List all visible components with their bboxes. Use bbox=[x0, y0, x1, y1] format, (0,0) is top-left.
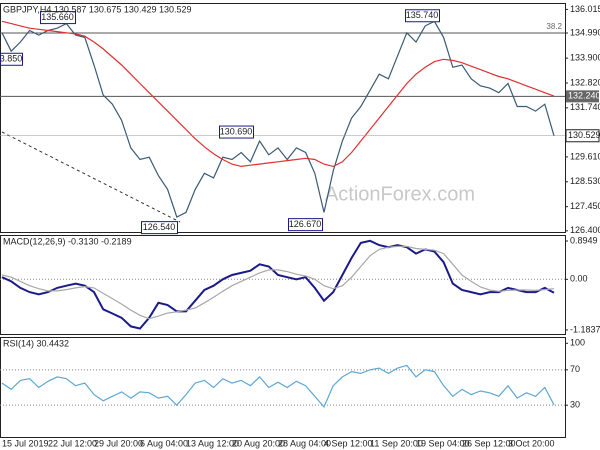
rsi-panel bbox=[0, 337, 566, 438]
panel-title: GBPJPY,H4 130.587 130.675 130.429 130.52… bbox=[3, 4, 192, 14]
last-price-box bbox=[565, 129, 600, 143]
trend-line bbox=[1, 131, 181, 223]
x-tick-label: 3 Oct 20:00 bbox=[508, 438, 555, 448]
x-tick-label: 20 Aug 20:00 bbox=[232, 438, 285, 448]
y-tick-label: 0.00 bbox=[570, 274, 588, 284]
macd-panel bbox=[0, 235, 566, 335]
y-tick-label: 0.8949 bbox=[570, 235, 598, 245]
series-line bbox=[1, 239, 555, 330]
y-tick-label: 127.450 bbox=[570, 201, 600, 211]
series-line bbox=[1, 245, 555, 320]
annotation-label: 126.670 bbox=[289, 219, 322, 229]
x-tick-label: 13 Aug 12:00 bbox=[186, 438, 239, 448]
annotation-box bbox=[0, 52, 23, 66]
annotation-label: 135.660 bbox=[41, 12, 74, 22]
y-tick-label: 128.530 bbox=[570, 176, 600, 186]
x-tick-label: 11 Sep 20:00 bbox=[370, 438, 423, 448]
y-tick-label: 136.015 bbox=[570, 4, 600, 14]
x-tick-label: 29 Jul 20:00 bbox=[94, 438, 143, 448]
annotation-label: 3.850 bbox=[0, 54, 22, 64]
y-tick-label: 30 bbox=[570, 400, 580, 410]
y-tick-label: -1.1837 bbox=[570, 324, 600, 334]
annotation-box bbox=[405, 9, 440, 23]
panel-title: MACD(12,26,9) -0.3130 -0.2189 bbox=[3, 236, 132, 246]
x-tick-label: 15 Jul 2019 bbox=[2, 438, 49, 448]
annotation-box bbox=[40, 11, 76, 25]
fibo-label: 38.2 bbox=[546, 22, 562, 31]
x-tick-label: 28 Aug 04:00 bbox=[278, 438, 331, 448]
last-price-label: 130.529 bbox=[568, 130, 600, 140]
annotation-box bbox=[219, 125, 254, 139]
y-tick-label: 133.900 bbox=[570, 52, 600, 62]
annotation-box bbox=[288, 218, 323, 232]
panel-title: RSI(14) 30.4432 bbox=[3, 338, 69, 348]
y-tick-label: 100 bbox=[570, 338, 585, 348]
y-tick-label: 134.990 bbox=[570, 27, 600, 37]
x-tick-label: 6 Aug 04:00 bbox=[140, 438, 188, 448]
y-tick-label: 70 bbox=[570, 364, 580, 374]
price-box-label: 132.240 bbox=[568, 91, 600, 101]
series-line bbox=[1, 364, 555, 409]
x-tick-label: 22 Jul 12:00 bbox=[48, 438, 97, 448]
annotation-label: 135.740 bbox=[406, 10, 439, 20]
watermark: ActionForex.com bbox=[325, 183, 475, 205]
series-line bbox=[1, 20, 555, 218]
x-tick-label: 19 Sep 04:00 bbox=[416, 438, 470, 448]
price-panel bbox=[0, 3, 566, 233]
price-box bbox=[566, 90, 599, 103]
annotation-box bbox=[141, 221, 178, 235]
series-line bbox=[1, 20, 555, 168]
x-tick-label: 26 Sep 12:00 bbox=[462, 438, 516, 448]
y-tick-label: 131.740 bbox=[570, 102, 600, 112]
y-tick-label: 132.820 bbox=[570, 77, 600, 87]
annotation-label: 130.690 bbox=[220, 126, 253, 136]
annotation-label: 126.540 bbox=[143, 222, 176, 232]
y-tick-label: 126.400 bbox=[570, 225, 600, 235]
x-tick-label: 4 Sep 12:00 bbox=[324, 438, 373, 448]
y-tick-label: 129.610 bbox=[570, 151, 600, 161]
